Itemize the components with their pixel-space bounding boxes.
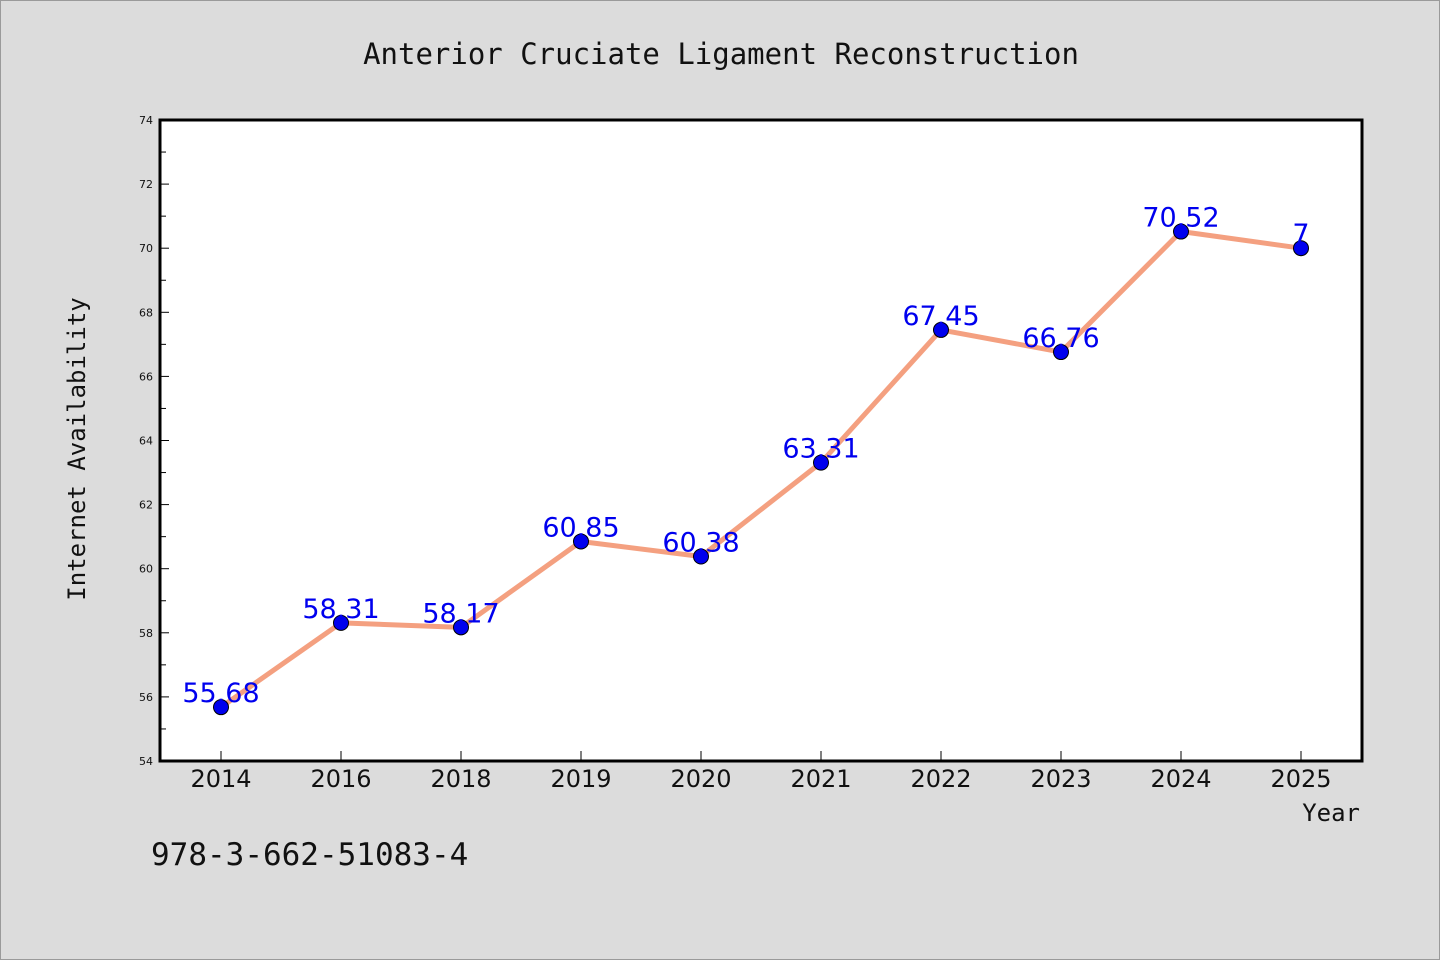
y-tick-label: 68 bbox=[139, 306, 153, 319]
x-axis: 2014 2016 2018 2019 2020 2021 2022 2023 2024 2025 bbox=[190, 751, 1332, 793]
x-axis-label: Year bbox=[1302, 799, 1360, 827]
data-label: 60.38 bbox=[662, 528, 739, 559]
x-tick-label: 2020 bbox=[670, 765, 731, 793]
y-tick-label: 60 bbox=[139, 563, 153, 576]
x-tick-label: 2019 bbox=[550, 765, 611, 793]
data-point-marker bbox=[213, 699, 229, 716]
data-point-marker bbox=[813, 454, 829, 471]
x-tick-label: 2021 bbox=[790, 765, 851, 793]
isbn-annotation: 978-3-662-51083-4 bbox=[151, 837, 468, 873]
chart-title: Anterior Cruciate Ligament Reconstructio… bbox=[363, 37, 1079, 71]
data-point-marker bbox=[693, 548, 709, 565]
y-tick-label: 74 bbox=[139, 114, 153, 127]
y-tick-label: 72 bbox=[139, 178, 153, 191]
data-label: 58.31 bbox=[302, 594, 379, 625]
y-tick-label: 58 bbox=[139, 627, 153, 640]
y-tick-label: 66 bbox=[139, 370, 153, 383]
y-tick-label: 70 bbox=[139, 242, 153, 255]
data-label: 7 bbox=[1292, 219, 1309, 250]
x-tick-label: 2025 bbox=[1270, 765, 1331, 793]
data-label: 70.52 bbox=[1142, 203, 1219, 234]
y-axis: 54 56 58 60 62 64 66 68 70 72 74 bbox=[139, 114, 169, 768]
x-tick-label: 2022 bbox=[910, 765, 971, 793]
data-point-marker bbox=[1173, 223, 1189, 240]
data-point-marker bbox=[333, 614, 349, 631]
y-axis-label: Internet Availability bbox=[63, 297, 91, 600]
data-label: 66.76 bbox=[1022, 323, 1099, 354]
y-tick-label: 64 bbox=[139, 435, 153, 448]
data-label: 55.68 bbox=[182, 678, 259, 709]
data-label: 67.45 bbox=[902, 301, 979, 332]
data-point-marker bbox=[1293, 240, 1309, 257]
x-tick-label: 2023 bbox=[1030, 765, 1091, 793]
series-line: 55.68 58.31 58.17 60.85 60.38 63.31 67.45 66.76… bbox=[182, 203, 1310, 716]
data-label: 58.17 bbox=[422, 598, 499, 629]
x-tick-label: 2018 bbox=[430, 765, 491, 793]
x-tick-label: 2014 bbox=[190, 765, 251, 793]
data-point-marker bbox=[573, 533, 589, 550]
data-point-marker bbox=[933, 321, 949, 338]
x-tick-label: 2024 bbox=[1150, 765, 1211, 793]
data-label: 63.31 bbox=[782, 434, 859, 465]
y-tick-label: 56 bbox=[139, 691, 153, 704]
y-tick-label: 62 bbox=[139, 499, 153, 512]
data-point-marker bbox=[453, 619, 469, 636]
data-label: 60.85 bbox=[542, 512, 619, 543]
series-polyline bbox=[218, 229, 1304, 710]
x-tick-label: 2016 bbox=[310, 765, 371, 793]
y-tick-label: 54 bbox=[139, 755, 153, 768]
data-point-marker bbox=[1053, 344, 1069, 361]
plot-area bbox=[158, 118, 1364, 763]
